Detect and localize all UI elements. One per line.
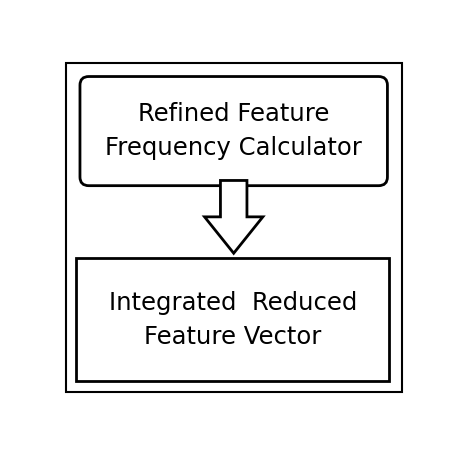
FancyBboxPatch shape <box>76 258 389 382</box>
Text: Integrated  Reduced
Feature Vector: Integrated Reduced Feature Vector <box>108 291 356 349</box>
FancyBboxPatch shape <box>80 76 387 186</box>
Text: Refined Feature
Frequency Calculator: Refined Feature Frequency Calculator <box>105 102 361 160</box>
Polygon shape <box>204 180 262 253</box>
FancyBboxPatch shape <box>66 63 401 392</box>
